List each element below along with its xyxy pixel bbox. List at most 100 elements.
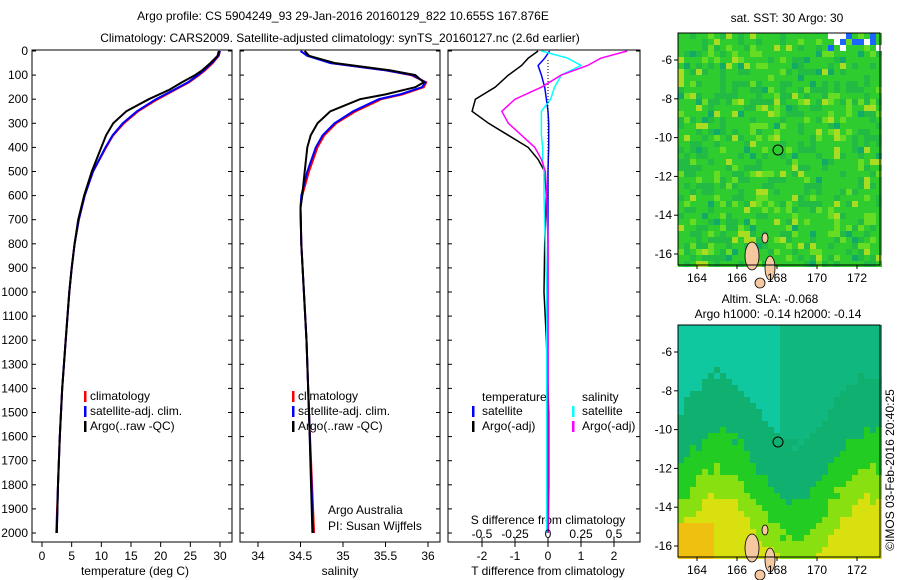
- legend-label: Argo(..raw -QC): [90, 419, 175, 433]
- map-cell: [744, 385, 750, 391]
- map-cell: [690, 213, 696, 219]
- map-cell: [876, 397, 882, 403]
- map-cell: [732, 171, 738, 177]
- map-cell: [762, 81, 768, 87]
- map-cell: [798, 33, 804, 39]
- map-cell: [822, 457, 828, 463]
- map-cell: [846, 147, 852, 153]
- map-cell: [840, 517, 846, 523]
- map-cell: [834, 553, 840, 559]
- map-cell: [804, 499, 810, 505]
- map-cell: [870, 39, 876, 45]
- map-cell: [786, 373, 792, 379]
- map-cell: [786, 331, 792, 337]
- map-cell: [798, 45, 804, 51]
- map-cell: [708, 439, 714, 445]
- map-cell: [810, 261, 816, 267]
- map-cell: [798, 547, 804, 553]
- map-cell: [744, 75, 750, 81]
- map-cell: [708, 237, 714, 243]
- map-cell: [714, 445, 720, 451]
- map-cell: [828, 207, 834, 213]
- map-cell: [708, 343, 714, 349]
- map-cell: [792, 463, 798, 469]
- map-cell: [786, 171, 792, 177]
- map-cell: [732, 331, 738, 337]
- map-cell: [828, 255, 834, 261]
- map-cell: [720, 129, 726, 135]
- map-cell: [810, 517, 816, 523]
- map-cell: [738, 541, 744, 547]
- map-cell: [798, 183, 804, 189]
- map-cell: [726, 475, 732, 481]
- map-cell: [876, 69, 882, 75]
- map-cell: [852, 469, 858, 475]
- map-cell: [684, 505, 690, 511]
- map-cell: [708, 111, 714, 117]
- map-cell: [834, 439, 840, 445]
- map-cell: [684, 105, 690, 111]
- map-cell: [720, 481, 726, 487]
- map-cell: [768, 349, 774, 355]
- map-cell: [714, 213, 720, 219]
- map-cell: [708, 147, 714, 153]
- map-cell: [768, 153, 774, 159]
- map-cell: [834, 331, 840, 337]
- map-cell: [732, 111, 738, 117]
- lon-tick-label: 172: [847, 563, 867, 577]
- map-cell: [876, 147, 882, 153]
- map-cell: [816, 469, 822, 475]
- map-cell: [828, 99, 834, 105]
- map-cell: [732, 367, 738, 373]
- map-cell: [816, 541, 822, 547]
- map-cell: [876, 445, 882, 451]
- map-cell: [738, 195, 744, 201]
- map-cell: [720, 57, 726, 63]
- map-cell: [804, 141, 810, 147]
- map-cell: [768, 445, 774, 451]
- map-cell: [846, 165, 852, 171]
- map-cell: [696, 219, 702, 225]
- map-cell: [690, 153, 696, 159]
- map-cell: [798, 249, 804, 255]
- map-cell: [678, 379, 684, 385]
- map-cell: [876, 129, 882, 135]
- map-cell: [792, 511, 798, 517]
- map-cell: [714, 69, 720, 75]
- map-cell: [846, 337, 852, 343]
- map-cell: [678, 433, 684, 439]
- map-cell: [816, 99, 822, 105]
- map-cell: [774, 75, 780, 81]
- map-cell: [708, 457, 714, 463]
- map-cell: [792, 493, 798, 499]
- map-cell: [816, 427, 822, 433]
- map-cell: [678, 75, 684, 81]
- map-cell: [726, 379, 732, 385]
- map-cell: [828, 105, 834, 111]
- map-cell: [756, 367, 762, 373]
- map-cell: [780, 33, 786, 39]
- map-cell: [702, 475, 708, 481]
- map-cell: [810, 547, 816, 553]
- map-cell: [810, 379, 816, 385]
- map-cell: [810, 553, 816, 559]
- map-cell: [876, 493, 882, 499]
- plot-frame-1: [239, 49, 441, 543]
- map-cell: [810, 427, 816, 433]
- map-cell: [768, 183, 774, 189]
- map-cell: [750, 63, 756, 69]
- map-cell: [798, 415, 804, 421]
- map-cell: [822, 361, 828, 367]
- map-cell: [690, 231, 696, 237]
- map-cell: [834, 183, 840, 189]
- title-line-1: Argo profile: CS 5904249_93 29-Jan-2016 …: [137, 9, 549, 23]
- map-cell: [822, 415, 828, 421]
- map-cell: [870, 475, 876, 481]
- map-cell: [762, 45, 768, 51]
- y-tick-label: 1900: [1, 502, 28, 516]
- map-cell: [780, 469, 786, 475]
- map-cell: [678, 57, 684, 63]
- map-cell: [822, 87, 828, 93]
- map-cell: [858, 99, 864, 105]
- map-cell: [804, 255, 810, 261]
